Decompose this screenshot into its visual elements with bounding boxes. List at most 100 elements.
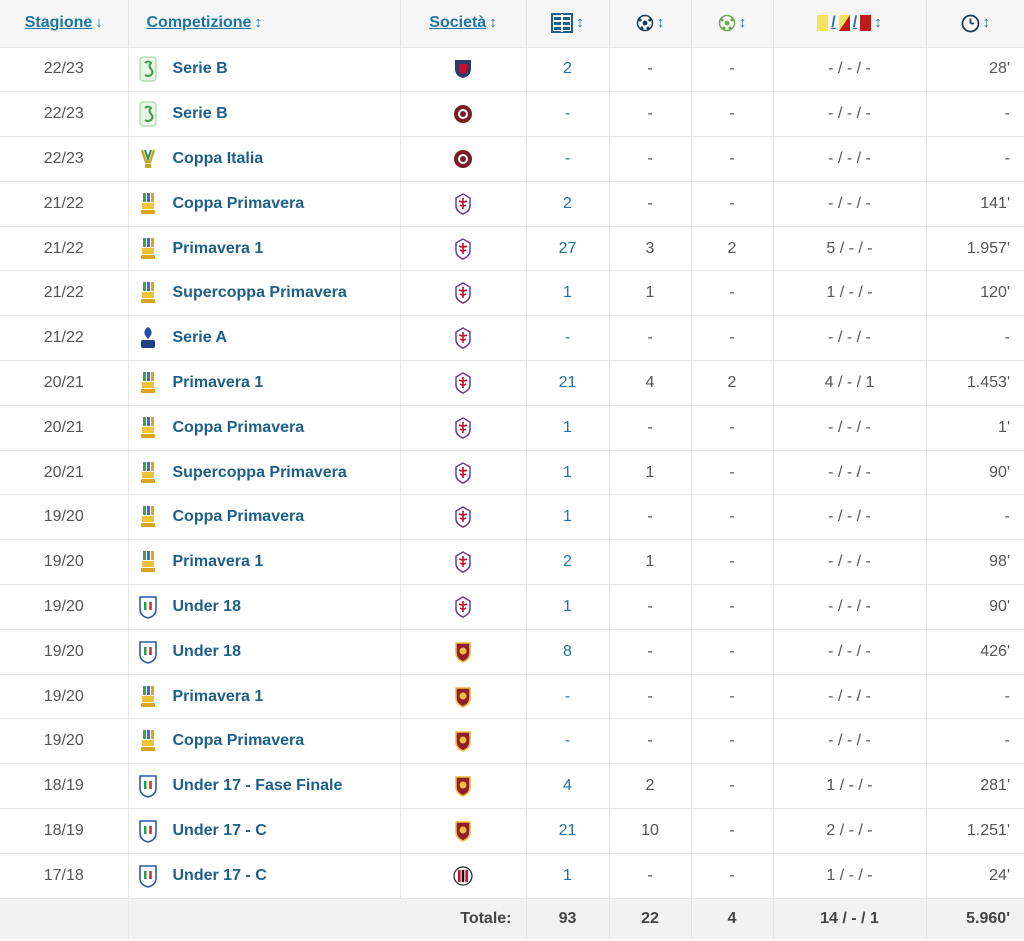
- competition-header-label[interactable]: Competizione: [146, 14, 252, 32]
- appearances-cell[interactable]: 4: [526, 763, 610, 810]
- competition-link[interactable]: Primavera 1: [172, 373, 264, 391]
- appearances-cell[interactable]: 2: [526, 47, 610, 93]
- sort-icon[interactable]: ↕: [738, 14, 747, 32]
- appearances-cell[interactable]: 21: [526, 360, 610, 406]
- roma-crest-icon[interactable]: [453, 731, 473, 753]
- cards-column-header[interactable]: / / ↕: [773, 0, 927, 48]
- club-cell[interactable]: [400, 450, 527, 496]
- competition-column-header[interactable]: Competizione ↕: [128, 0, 401, 48]
- assists-column-header[interactable]: ↕: [691, 0, 774, 48]
- club-column-header[interactable]: Società ↕: [400, 0, 527, 48]
- appearances-column-header[interactable]: ↕: [526, 0, 610, 48]
- club-cell[interactable]: [400, 360, 527, 406]
- appearances-cell[interactable]: 1: [526, 853, 610, 899]
- sort-icon[interactable]: ↕: [656, 14, 665, 32]
- club-cell[interactable]: [400, 47, 527, 93]
- cosenza-crest-icon[interactable]: [453, 60, 473, 79]
- club-cell[interactable]: [400, 226, 527, 272]
- club-cell[interactable]: [400, 270, 527, 317]
- appearances-icon[interactable]: [551, 13, 574, 34]
- club-cell[interactable]: [400, 674, 527, 720]
- fiorentina-crest-icon[interactable]: [453, 237, 473, 260]
- figc-logo-icon[interactable]: [137, 594, 159, 620]
- competition-link[interactable]: Under 17 - C: [172, 821, 267, 839]
- roma-crest-icon[interactable]: [453, 776, 473, 798]
- competition-link[interactable]: Serie B: [172, 60, 228, 78]
- sort-icon[interactable]: ↕: [576, 14, 584, 32]
- competition-link[interactable]: Coppa Italia: [172, 149, 264, 167]
- club-cell[interactable]: [400, 136, 527, 182]
- fiorentina-crest-icon[interactable]: [453, 506, 473, 529]
- serie-a-logo-icon[interactable]: [137, 325, 159, 351]
- coppa-italia-logo-icon[interactable]: [137, 146, 159, 172]
- competition-link[interactable]: Coppa Primavera: [172, 732, 305, 750]
- competition-link[interactable]: Under 18: [172, 642, 241, 660]
- appearances-cell[interactable]: 1: [526, 270, 610, 317]
- fiorentina-crest-icon[interactable]: [453, 282, 473, 305]
- primavera-logo-icon[interactable]: [137, 236, 159, 262]
- serie-b-logo-icon[interactable]: [137, 101, 159, 127]
- roma-crest-icon[interactable]: [453, 641, 473, 663]
- roma-crest-icon[interactable]: [453, 821, 473, 842]
- figc-logo-icon[interactable]: [137, 773, 159, 799]
- appearances-cell[interactable]: -: [526, 91, 610, 138]
- competition-link[interactable]: Under 17 - C: [172, 866, 267, 884]
- club-cell[interactable]: [400, 315, 527, 362]
- primavera-logo-icon[interactable]: [137, 684, 159, 710]
- competition-link[interactable]: Primavera 1: [172, 239, 264, 257]
- appearances-cell[interactable]: 2: [526, 181, 610, 227]
- club-cell[interactable]: [400, 853, 527, 899]
- appearances-cell[interactable]: 1: [526, 405, 610, 451]
- competition-link[interactable]: Supercoppa Primavera: [172, 284, 347, 302]
- club-cell[interactable]: [400, 405, 527, 451]
- club-cell[interactable]: [400, 808, 527, 854]
- salernitana-crest-icon[interactable]: [453, 105, 473, 124]
- appearances-cell[interactable]: 1: [526, 584, 610, 630]
- primavera-logo-icon[interactable]: [137, 370, 159, 396]
- sort-icon[interactable]: ↕: [254, 14, 262, 32]
- second-yellow-card-icon[interactable]: [838, 15, 850, 32]
- goals-column-header[interactable]: ↕: [609, 0, 692, 48]
- appearances-cell[interactable]: -: [526, 718, 610, 765]
- serie-b-logo-icon[interactable]: [137, 56, 159, 82]
- milan-crest-icon[interactable]: [453, 866, 473, 886]
- sort-icon[interactable]: ↕: [874, 14, 882, 32]
- appearances-cell[interactable]: 2: [526, 539, 610, 586]
- competition-link[interactable]: Serie B: [172, 105, 228, 123]
- competition-link[interactable]: Under 17 - Fase Finale: [172, 777, 343, 795]
- club-cell[interactable]: [400, 181, 527, 227]
- appearances-cell[interactable]: 27: [526, 226, 610, 272]
- appearances-cell[interactable]: 21: [526, 808, 610, 854]
- minutes-column-header[interactable]: ↕: [926, 0, 1024, 48]
- competition-link[interactable]: Coppa Primavera: [172, 194, 305, 212]
- roma-crest-icon[interactable]: [453, 686, 473, 708]
- club-cell[interactable]: [400, 763, 527, 810]
- competition-link[interactable]: Under 18: [172, 597, 241, 615]
- sort-icon[interactable]: ↕: [489, 14, 497, 32]
- club-cell[interactable]: [400, 494, 527, 541]
- primavera-logo-icon[interactable]: [137, 504, 159, 530]
- fiorentina-crest-icon[interactable]: [453, 596, 473, 618]
- competition-link[interactable]: Coppa Primavera: [172, 418, 305, 436]
- primavera-logo-icon[interactable]: [137, 415, 159, 441]
- season-column-header[interactable]: Stagione ↓: [0, 0, 129, 48]
- yellow-card-icon[interactable]: [817, 15, 829, 32]
- goal-ball-icon[interactable]: [636, 14, 654, 32]
- fiorentina-crest-icon[interactable]: [453, 372, 473, 394]
- club-cell[interactable]: [400, 629, 527, 675]
- assist-ball-icon[interactable]: [718, 14, 736, 32]
- appearances-cell[interactable]: 8: [526, 629, 610, 675]
- figc-logo-icon[interactable]: [137, 639, 159, 665]
- clock-icon[interactable]: [961, 14, 980, 33]
- appearances-cell[interactable]: -: [526, 674, 610, 720]
- red-card-icon[interactable]: [860, 15, 872, 32]
- competition-link[interactable]: Serie A: [172, 329, 228, 347]
- competition-link[interactable]: Coppa Primavera: [172, 508, 305, 526]
- figc-logo-icon[interactable]: [137, 863, 159, 889]
- club-cell[interactable]: [400, 718, 527, 765]
- fiorentina-crest-icon[interactable]: [453, 461, 473, 484]
- fiorentina-crest-icon[interactable]: [453, 327, 473, 349]
- club-cell[interactable]: [400, 91, 527, 138]
- figc-logo-icon[interactable]: [137, 818, 159, 844]
- sort-desc-icon[interactable]: ↓: [95, 14, 103, 32]
